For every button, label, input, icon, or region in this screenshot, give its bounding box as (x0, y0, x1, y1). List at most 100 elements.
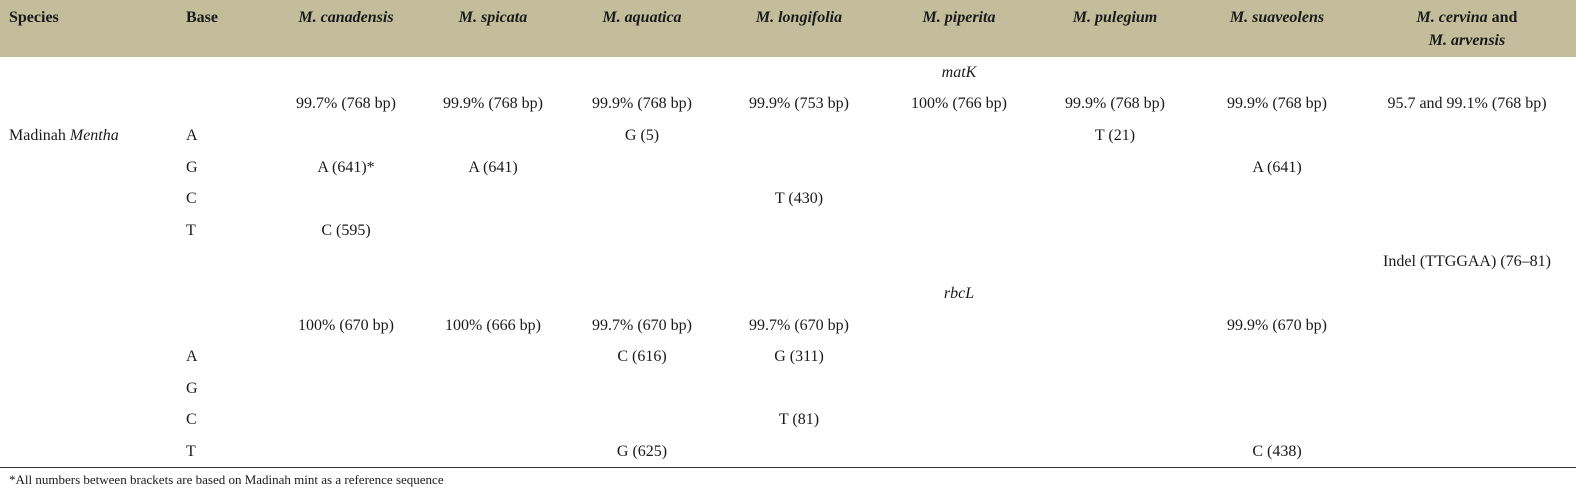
base-row: A C (616) G (311) (0, 341, 1576, 373)
empty-cell (1358, 278, 1576, 310)
indel-cell: Indel (TTGGAA) (76–81) (1383, 253, 1551, 271)
variant-cell (884, 183, 1034, 215)
empty-cell (1358, 57, 1576, 89)
base-label: C (186, 190, 197, 208)
comparison-table: Species Base M. canadensis M. spicata M.… (0, 0, 1576, 469)
empty-cell (0, 436, 178, 469)
empty-cell (884, 247, 1034, 279)
variant-cell (1196, 405, 1358, 437)
identity-cell (884, 310, 1034, 342)
empty-cell (416, 57, 570, 89)
base-row: C T (81) (0, 405, 1576, 437)
base-label: A (186, 126, 198, 144)
base-row: T C (595) (0, 215, 1576, 247)
identity-cell: 95.7 and 99.1% (768 bp) (1387, 95, 1547, 113)
empty-cell (0, 183, 178, 215)
variant-cell (1358, 405, 1576, 437)
variant-cell (884, 341, 1034, 373)
empty-cell (0, 247, 178, 279)
variant-cell (1034, 341, 1196, 373)
variant-cell (276, 120, 416, 152)
variant-cell (884, 405, 1034, 437)
empty-cell (570, 247, 714, 279)
variant-cell: C (438) (1196, 436, 1358, 469)
variant-cell: A (641)* (317, 158, 375, 176)
base-label: G (186, 379, 198, 397)
empty-cell (178, 278, 276, 310)
empty-cell (1034, 278, 1196, 310)
empty-cell (276, 247, 416, 279)
identity-cell: 99.9% (768 bp) (443, 95, 543, 113)
variant-cell: G (5) (624, 126, 660, 144)
variant-cell (570, 215, 714, 247)
variant-cell: G (625) (570, 436, 714, 469)
variant-cell (1358, 341, 1576, 373)
variant-cell: A (641) (1252, 158, 1302, 176)
empty-cell (0, 89, 178, 121)
variant-cell (416, 405, 570, 437)
empty-cell (714, 278, 884, 310)
identity-cell: 99.9% (768 bp) (1065, 95, 1165, 113)
base-label: T (186, 221, 196, 239)
identity-cell: 99.9% (753 bp) (749, 95, 849, 113)
base-label: T (178, 436, 276, 469)
section-row: rbcL (0, 278, 1576, 310)
variant-cell (1034, 436, 1196, 469)
empty-cell (1196, 57, 1358, 89)
empty-cell (1034, 247, 1196, 279)
base-label: C (186, 411, 197, 429)
variant-cell (276, 373, 416, 405)
identity-cell: 99.7% (670 bp) (592, 316, 692, 334)
empty-cell (714, 57, 884, 89)
variant-cell: G (311) (774, 348, 824, 366)
variant-cell: T (81) (778, 411, 820, 429)
variant-cell (714, 436, 884, 469)
variant-cell (1196, 215, 1358, 247)
base-row: T G (625) C (438) (0, 436, 1576, 469)
variant-cell (416, 215, 570, 247)
variant-cell (1358, 215, 1576, 247)
variant-cell (1034, 152, 1196, 184)
empty-cell (178, 310, 276, 342)
base-row: Madinah Mentha A G (5) T (21) (0, 120, 1576, 152)
variant-cell: C (595) (321, 221, 371, 239)
variant-cell (1196, 183, 1358, 215)
variant-cell: C (616) (617, 348, 667, 366)
empty-cell (276, 278, 416, 310)
variant-cell (416, 373, 570, 405)
empty-cell (570, 278, 714, 310)
identity-row: 99.7% (768 bp) 99.9% (768 bp) 99.9% (768 b… (0, 89, 1576, 121)
header-m-piperita: M. piperita (922, 9, 996, 26)
species-genus: Mentha (69, 126, 119, 144)
variant-cell (1034, 183, 1196, 215)
variant-cell (570, 405, 714, 437)
variant-cell: T (21) (1094, 126, 1136, 144)
header-m-longifolia: M. longifolia (755, 9, 843, 26)
section-label: matK (941, 63, 977, 81)
variant-cell: T (430) (774, 190, 824, 208)
variant-cell (884, 120, 1034, 152)
identity-cell: 99.7% (670 bp) (749, 316, 849, 334)
variant-cell (1034, 215, 1196, 247)
variant-cell (884, 373, 1034, 405)
header-species: Species (9, 9, 59, 26)
identity-cell: 99.9% (670 bp) (1227, 316, 1327, 334)
identity-cell (1034, 310, 1196, 342)
base-label: A (186, 348, 198, 366)
variant-cell (1358, 436, 1576, 469)
header-m-pulegium: M. pulegium (1072, 9, 1158, 26)
table-body: matK 99.7% (768 bp) 99.9% (768 bp) 99.9% (7… (0, 57, 1576, 469)
variant-cell (884, 436, 1034, 469)
footnote: *All numbers between brackets are based … (9, 472, 444, 487)
empty-cell (0, 57, 178, 89)
empty-cell (1196, 278, 1358, 310)
empty-cell (0, 405, 178, 437)
base-row: G A (641)* A (641) A (641) (0, 152, 1576, 184)
identity-cell: 100% (666 bp) (445, 316, 541, 334)
variant-cell (884, 215, 1034, 247)
variant-cell (416, 341, 570, 373)
empty-cell (276, 57, 416, 89)
variant-cell (276, 436, 416, 469)
identity-cell: 100% (670 bp) (298, 316, 394, 334)
